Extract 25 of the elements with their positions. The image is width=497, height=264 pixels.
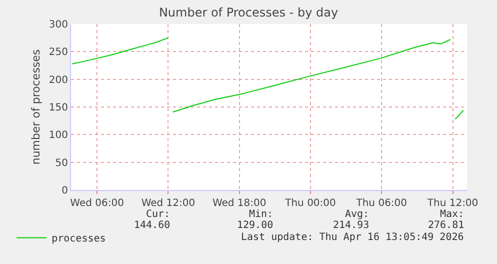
y-tick-label: 250 bbox=[48, 47, 68, 58]
y-tick-label: 150 bbox=[48, 102, 68, 114]
text: Last update: Thu Apr 16 13:05:49 2026 bbox=[241, 232, 464, 243]
text: Avg: bbox=[345, 209, 370, 220]
text: 214.93 bbox=[333, 220, 370, 231]
text: 129.00 bbox=[237, 220, 274, 231]
x-tick-label: Thu 00:00 bbox=[284, 198, 336, 209]
x-tick-label: Thu 06:00 bbox=[355, 198, 408, 209]
x-tick-label: Thu 12:00 bbox=[426, 198, 478, 209]
text: 276.81 bbox=[428, 220, 464, 231]
text: Cur: bbox=[146, 209, 170, 220]
y-tick-label: 100 bbox=[48, 130, 68, 142]
x-tick-label: Wed 06:00 bbox=[70, 198, 124, 209]
legend-label: processes bbox=[52, 234, 106, 245]
text: Min: bbox=[249, 209, 274, 220]
chart-title: Number of Processes - by day bbox=[158, 5, 338, 20]
x-tick-label: Wed 12:00 bbox=[141, 198, 196, 209]
x-tick-label: Wed 18:00 bbox=[212, 198, 266, 209]
y-tick-label: 0 bbox=[62, 186, 68, 196]
y-axis-title: number of processes bbox=[30, 49, 43, 165]
text: 144.60 bbox=[134, 220, 170, 231]
y-tick-label: 300 bbox=[48, 20, 68, 30]
y-tick-label: 200 bbox=[48, 74, 68, 86]
text: Max: bbox=[440, 209, 464, 220]
y-tick-label: 50 bbox=[55, 158, 68, 169]
